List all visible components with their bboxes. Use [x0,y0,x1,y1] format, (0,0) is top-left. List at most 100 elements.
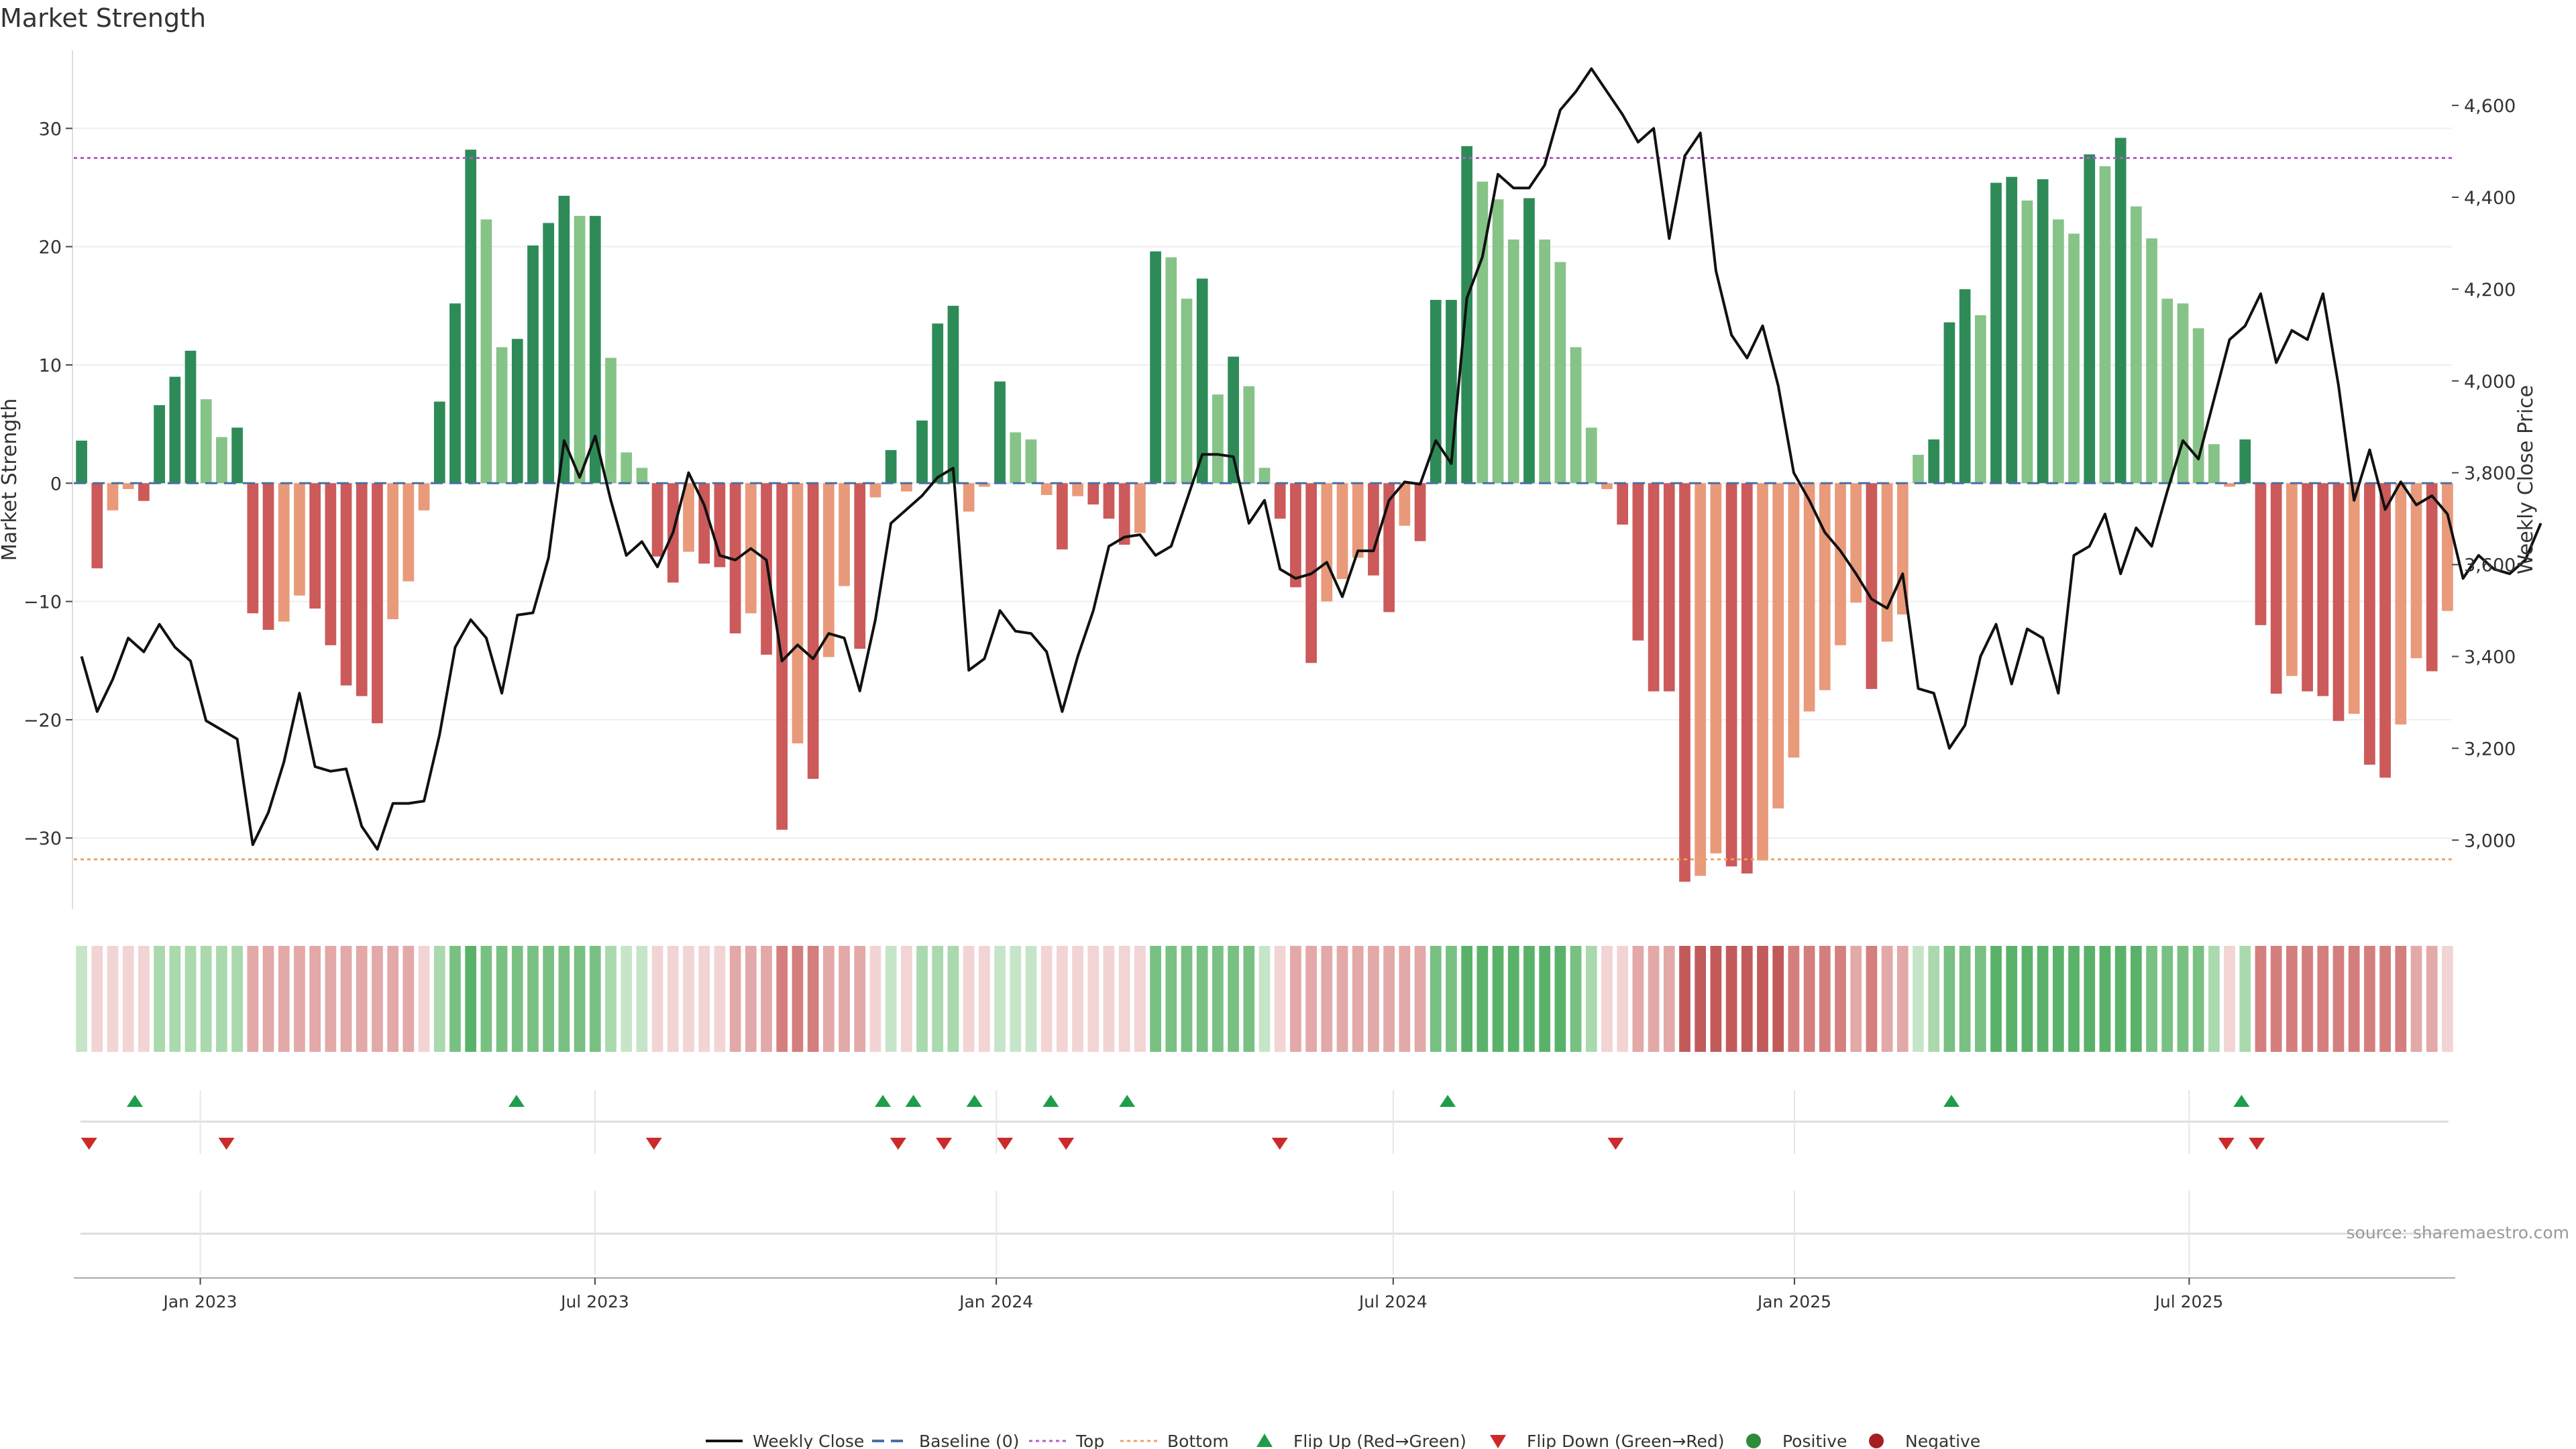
legend-swatch-tri-down [1490,1435,1506,1448]
heat-cell [1632,946,1644,1052]
heat-cell [1601,946,1613,1052]
strength-bar [651,483,663,557]
strength-bar [869,483,881,498]
strength-bar [372,483,383,724]
flip-up-marker [905,1095,922,1107]
strength-bar [1663,483,1675,692]
flip-down-marker [997,1138,1014,1150]
strength-bar [1725,483,1737,867]
strength-bar [1835,483,1846,645]
heat-cell [356,946,368,1052]
strength-bar [449,303,461,484]
heat-cell [1336,946,1348,1052]
heat-cell [1446,946,1457,1052]
heat-cell [1414,946,1426,1052]
flip-up-marker [1119,1095,1136,1107]
strength-bar [107,483,119,511]
y2-tick-label: 3,600 [2464,555,2516,576]
heat-cell [1228,946,1239,1052]
x-tick-label: Jul 2025 [2154,1292,2224,1311]
strength-bars [76,138,2453,882]
strength-bar [2442,483,2453,611]
heat-cell [1539,946,1550,1052]
strength-bar [2317,483,2329,696]
x-tick-label: Jan 2024 [958,1292,1033,1311]
strength-bar [574,215,586,484]
heat-cell [1368,946,1379,1052]
strength-bar [1352,483,1364,558]
heat-cell [91,946,103,1052]
strength-bar [465,150,477,484]
legend-label: Flip Up (Red→Green) [1293,1432,1466,1449]
heat-cell [869,946,881,1052]
strength-bar [1010,432,1022,484]
heat-cell [2410,946,2422,1052]
strength-bar [2021,200,2033,484]
strength-bar [418,483,430,511]
heat-cell [2317,946,2329,1052]
strength-bar [621,452,633,484]
heat-cell [698,946,710,1052]
heat-cell [1118,946,1130,1052]
strength-bar [916,420,928,484]
heat-cell [309,946,321,1052]
strength-bar [2208,444,2220,484]
heat-cell [1725,946,1737,1052]
heat-cell [449,946,461,1052]
strength-bar [1057,483,1068,550]
x-tick-label: Jul 2023 [559,1292,629,1311]
heat-cell [1290,946,1301,1052]
strength-bar [1118,483,1130,545]
strength-bar [1539,239,1550,484]
strength-bar [1336,483,1348,580]
heat-cell [651,946,663,1052]
x-tick-label: Jan 2023 [162,1292,237,1311]
strength-bar [900,483,912,492]
strength-bar [231,427,243,484]
heat-cell [1835,946,1846,1052]
strength-bar [402,483,415,582]
heat-cell [1072,946,1083,1052]
strength-bar [1772,483,1784,809]
heat-cell [2426,946,2438,1052]
heat-cell [216,946,227,1052]
strength-bar [1632,483,1644,641]
strength-bar [1928,439,1940,484]
flip-down-marker [936,1138,953,1150]
strength-bar [1212,394,1224,484]
heat-cell [1025,946,1037,1052]
strength-bar [1368,483,1379,576]
heat-cell [1772,946,1784,1052]
heat-cell [1788,946,1800,1052]
strength-bar [2302,483,2313,692]
heat-cell [340,946,352,1052]
heat-cell [729,946,741,1052]
heat-cell [247,946,259,1052]
heat-cell [1010,946,1022,1052]
reference-lines [74,156,2452,861]
strength-bar [1741,483,1753,874]
strength-bar [1679,483,1690,882]
strength-bar [947,305,959,484]
heat-cell [1554,946,1566,1052]
heat-cell [372,946,383,1052]
heat-cell [76,946,87,1052]
heat-cell [574,946,586,1052]
heat-cell [683,946,694,1052]
heat-cell [1492,946,1504,1052]
heat-cell [1866,946,1878,1052]
heat-cell [1896,946,1909,1052]
heat-cell [2395,946,2407,1052]
heat-cell [1695,946,1707,1052]
strength-bar [1913,454,1924,484]
legend-item: Baseline (0) [872,1432,1019,1449]
heat-cell [511,946,523,1052]
heat-cell [1757,946,1768,1052]
heat-cell [2068,946,2080,1052]
heat-cell [294,946,305,1052]
strength-bar [1383,483,1395,612]
heat-cell [2161,946,2174,1052]
strength-bar [2395,483,2407,724]
